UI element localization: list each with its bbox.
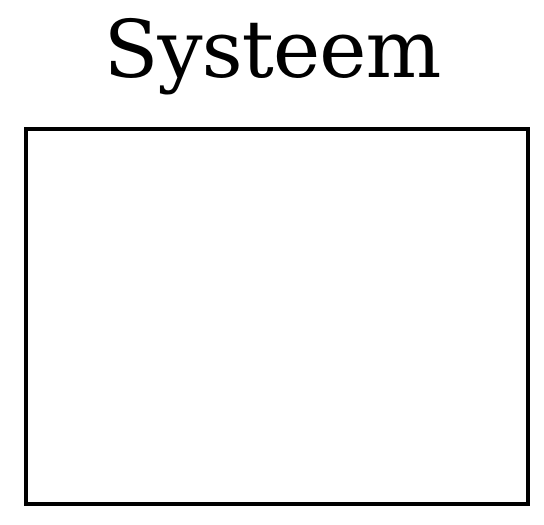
system-box [24, 127, 530, 506]
system-title: Systeem [103, 3, 442, 96]
